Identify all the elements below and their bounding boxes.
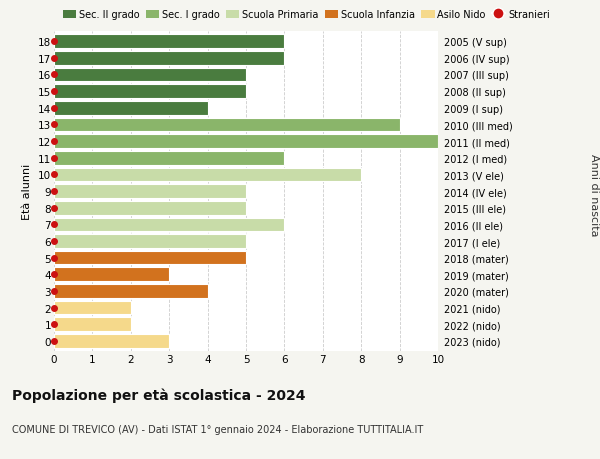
Bar — [54, 285, 208, 298]
Bar — [54, 251, 246, 265]
Bar — [54, 301, 131, 315]
Bar — [54, 202, 246, 215]
Legend: Sec. II grado, Sec. I grado, Scuola Primaria, Scuola Infanzia, Asilo Nido, Stran: Sec. II grado, Sec. I grado, Scuola Prim… — [59, 6, 554, 24]
Bar — [54, 185, 246, 198]
Bar — [54, 318, 131, 331]
Bar — [54, 68, 246, 82]
Bar — [54, 35, 284, 49]
Bar — [54, 118, 400, 132]
Text: Anni di nascita: Anni di nascita — [589, 154, 599, 236]
Bar — [54, 151, 284, 165]
Bar — [54, 334, 169, 348]
Text: COMUNE DI TREVICO (AV) - Dati ISTAT 1° gennaio 2024 - Elaborazione TUTTITALIA.IT: COMUNE DI TREVICO (AV) - Dati ISTAT 1° g… — [12, 425, 423, 435]
Bar — [54, 135, 438, 149]
Bar — [54, 52, 284, 66]
Bar — [54, 235, 246, 248]
Bar — [54, 102, 208, 115]
Bar — [54, 168, 361, 182]
Bar — [54, 85, 246, 99]
Bar — [54, 268, 169, 281]
Bar — [54, 218, 284, 232]
Text: Popolazione per età scolastica - 2024: Popolazione per età scolastica - 2024 — [12, 388, 305, 403]
Y-axis label: Età alunni: Età alunni — [22, 163, 32, 220]
